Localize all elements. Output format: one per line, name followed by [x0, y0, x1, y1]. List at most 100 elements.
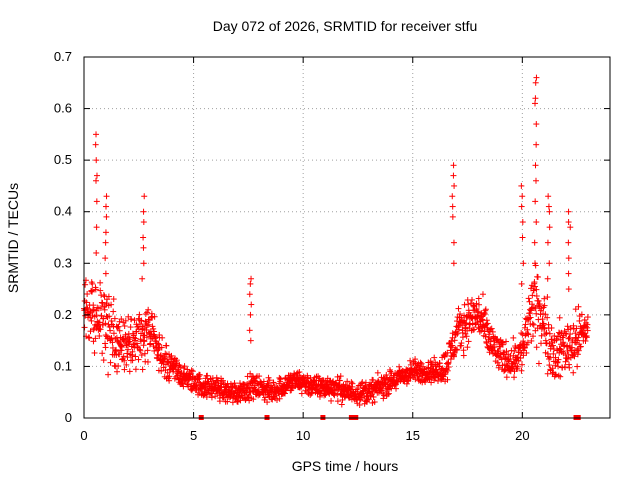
data-point: [302, 387, 309, 394]
data-point: [565, 255, 572, 262]
data-point: [247, 370, 254, 377]
data-point: [349, 380, 356, 387]
y-tick-label: 0.3: [54, 255, 72, 270]
data-point: [533, 310, 540, 317]
data-point: [274, 397, 281, 404]
data-point: [110, 296, 117, 303]
data-point: [265, 381, 272, 388]
data-point: [98, 299, 105, 306]
data-point: [584, 327, 591, 334]
data-point: [465, 301, 472, 308]
data-point: [122, 317, 129, 324]
data-point: [102, 320, 109, 327]
data-point: [555, 356, 562, 363]
data-point: [118, 316, 125, 323]
x-tick-label: 10: [296, 428, 310, 443]
data-point: [276, 374, 283, 381]
data-point: [256, 373, 263, 380]
data-point: [103, 213, 110, 220]
data-point: [96, 333, 103, 340]
data-point: [102, 239, 109, 246]
data-point: [246, 291, 253, 298]
data-point: [407, 375, 414, 382]
data-point: [535, 360, 542, 367]
data-point: [524, 330, 531, 337]
data-point: [533, 344, 540, 351]
data-point: [548, 324, 555, 331]
data-point: [270, 379, 277, 386]
data-point: [88, 317, 95, 324]
data-point: [139, 275, 146, 282]
data-point: [141, 193, 148, 200]
data-point: [444, 349, 451, 356]
data-point: [449, 342, 456, 349]
data-point: [449, 213, 456, 220]
data-point: [532, 79, 539, 86]
data-point: [450, 239, 457, 246]
data-point: [529, 301, 536, 308]
data-point: [393, 385, 400, 392]
data-point: [359, 379, 366, 386]
data-point: [451, 337, 458, 344]
data-point: [484, 320, 491, 327]
data-point: [535, 297, 542, 304]
data-point: [396, 363, 403, 370]
data-point: [371, 398, 378, 405]
data-point: [115, 323, 122, 330]
data-point: [431, 354, 438, 361]
data-point: [89, 280, 96, 287]
data-point: [140, 234, 147, 241]
data-point: [527, 314, 534, 321]
data-point: [514, 354, 521, 361]
data-point: [108, 334, 115, 341]
data-point: [365, 396, 372, 403]
data-point: [110, 330, 117, 337]
y-tick-label: 0: [65, 410, 72, 425]
data-point: [328, 397, 335, 404]
data-point: [511, 347, 518, 354]
data-point: [564, 342, 571, 349]
y-tick-label: 0.7: [54, 49, 72, 64]
data-point: [534, 273, 541, 280]
data-points: [80, 74, 591, 408]
data-point: [93, 131, 100, 138]
data-point: [544, 239, 551, 246]
data-point: [549, 342, 556, 349]
data-point: [208, 394, 215, 401]
data-point: [102, 255, 109, 262]
data-point: [545, 193, 552, 200]
data-point: [89, 287, 96, 294]
data-point: [538, 332, 545, 339]
data-point: [581, 316, 588, 323]
data-point: [538, 340, 545, 347]
data-point: [498, 356, 505, 363]
data-point: [510, 334, 517, 341]
data-point: [463, 333, 470, 340]
data-point: [563, 355, 570, 362]
data-point: [533, 141, 540, 148]
data-point: [518, 367, 525, 374]
data-point: [455, 323, 462, 330]
data-point: [90, 302, 97, 309]
data-point: [380, 395, 387, 402]
data-point: [89, 307, 96, 314]
x-axis-label: GPS time / hours: [292, 458, 399, 474]
data-point: [145, 321, 152, 328]
data-point: [417, 359, 424, 366]
data-point: [566, 364, 573, 371]
data-point: [132, 366, 139, 373]
data-point: [147, 340, 154, 347]
data-point: [161, 355, 168, 362]
data-point: [478, 327, 485, 334]
data-point: [191, 375, 198, 382]
data-point: [362, 379, 369, 386]
data-point: [556, 345, 563, 352]
data-point: [166, 373, 173, 380]
data-point: [503, 348, 510, 355]
axis-ticks: [83, 56, 610, 419]
data-point: [554, 333, 561, 340]
data-point: [110, 308, 117, 315]
data-point: [93, 312, 100, 319]
data-point: [244, 381, 251, 388]
data-point: [237, 397, 244, 404]
